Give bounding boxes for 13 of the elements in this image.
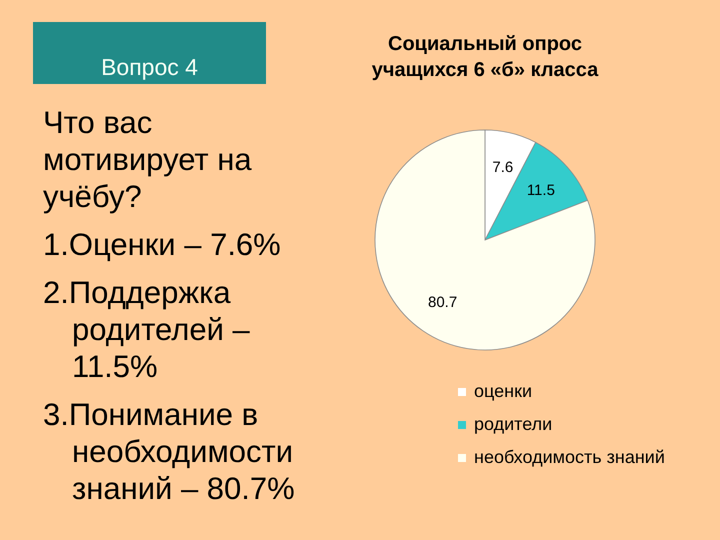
pie-slice [374, 130, 596, 350]
data-label: 80.7 [428, 294, 458, 311]
legend-label: необходимость знаний [474, 447, 665, 467]
legend-label: родители [474, 414, 552, 434]
legend-label: оценки [474, 381, 532, 401]
text: 2.Поддержка родителей – 11.5% [43, 274, 251, 385]
data-label: 7.6 [492, 159, 514, 176]
text: Что вас мотивирует на учёбу? [43, 104, 253, 215]
data-label: 11.5 [526, 182, 555, 199]
text: 3.Понимание в необходимости знаний – 80.7% [43, 396, 296, 507]
text: Вопрос 4 [100, 53, 199, 82]
chart-title: Социальный опрос учащихся 6 «б» класса [372, 33, 600, 81]
text: 1.Оценки – 7.6% [43, 226, 282, 263]
